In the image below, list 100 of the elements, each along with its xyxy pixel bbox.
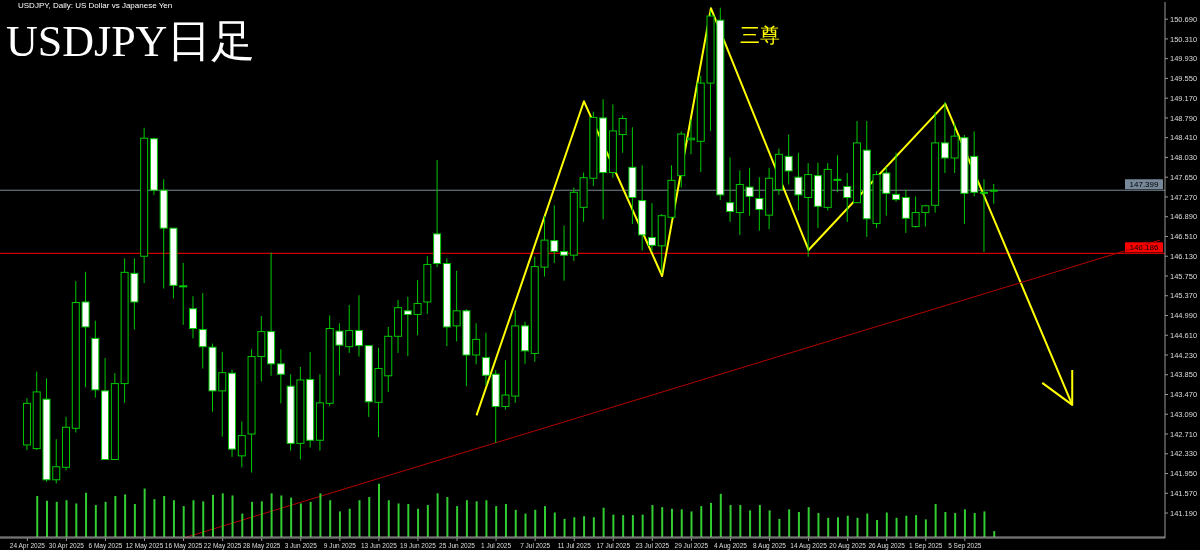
bar xyxy=(827,517,830,537)
bar xyxy=(172,500,175,537)
bar xyxy=(133,503,136,537)
candlestick xyxy=(560,225,569,282)
bar xyxy=(114,495,117,537)
bar xyxy=(876,519,879,537)
bar xyxy=(153,499,156,537)
bar xyxy=(124,494,127,537)
bar xyxy=(553,512,556,537)
bar xyxy=(299,503,302,537)
bar xyxy=(846,515,849,537)
candlestick xyxy=(784,134,793,185)
candlestick xyxy=(979,178,988,253)
bar xyxy=(397,503,400,537)
bar xyxy=(895,517,898,537)
bar xyxy=(573,517,576,537)
bar xyxy=(475,501,478,537)
bar xyxy=(602,507,605,537)
bar xyxy=(583,516,586,537)
bar xyxy=(973,513,976,537)
bar xyxy=(446,497,449,537)
ref-line-label: 146.186 xyxy=(1129,243,1160,253)
bar xyxy=(202,501,205,537)
candlestick xyxy=(198,292,207,370)
bar xyxy=(241,513,244,537)
bar xyxy=(85,492,88,537)
bar xyxy=(768,510,771,537)
bar xyxy=(524,513,527,537)
candlestick xyxy=(940,101,949,174)
candlestick xyxy=(276,348,285,404)
bar xyxy=(670,508,673,537)
bar xyxy=(729,505,732,537)
bar xyxy=(36,495,39,537)
bar xyxy=(104,501,107,537)
bar xyxy=(680,509,683,537)
bar xyxy=(338,511,341,537)
bar xyxy=(622,515,625,537)
bar xyxy=(885,512,888,537)
bar xyxy=(983,511,986,537)
bar xyxy=(631,515,634,537)
bar xyxy=(924,519,927,537)
bar xyxy=(758,505,761,537)
bar xyxy=(866,513,869,537)
bar xyxy=(612,514,615,537)
bar xyxy=(358,500,361,537)
bar xyxy=(456,506,459,537)
annotation: 三尊 xyxy=(740,22,780,49)
bar xyxy=(465,500,468,537)
bar xyxy=(221,493,224,537)
bar xyxy=(348,508,351,537)
bar xyxy=(544,506,547,537)
bar xyxy=(934,503,937,537)
bar xyxy=(280,495,283,537)
chart-title: USDJPY日足 xyxy=(6,16,256,68)
candlestick xyxy=(892,152,901,203)
candlestick xyxy=(237,421,246,468)
bar xyxy=(329,500,332,537)
bar xyxy=(75,503,78,537)
candlestick xyxy=(726,156,735,223)
bar xyxy=(309,501,312,537)
bar xyxy=(407,503,410,537)
bar xyxy=(212,494,214,537)
bar xyxy=(797,511,800,537)
bar xyxy=(807,507,810,537)
bar xyxy=(592,517,595,537)
bar xyxy=(856,517,859,537)
bar xyxy=(436,493,439,537)
bar xyxy=(290,497,293,537)
bar xyxy=(182,506,185,537)
ref-line-label: 147.399 xyxy=(1129,180,1160,190)
bar xyxy=(514,509,517,537)
candlestick xyxy=(989,183,998,205)
bar xyxy=(778,518,781,537)
bar xyxy=(915,515,918,537)
bar xyxy=(378,483,381,537)
bar xyxy=(94,505,97,537)
bar xyxy=(45,500,48,537)
bar xyxy=(485,500,488,537)
bar xyxy=(836,517,839,537)
bar xyxy=(719,493,722,537)
bar xyxy=(55,501,58,537)
bar xyxy=(817,513,820,537)
bar xyxy=(495,506,498,537)
bar xyxy=(651,505,654,537)
bar xyxy=(504,503,507,537)
bar xyxy=(963,509,966,537)
bar xyxy=(563,518,566,537)
bar xyxy=(251,501,254,537)
chart-subtitle: USDJPY, Daily: US Dollar vs Japanese Yen xyxy=(18,1,173,10)
bar xyxy=(641,514,644,537)
bar xyxy=(143,488,146,537)
bar xyxy=(944,511,947,537)
bar xyxy=(65,500,68,537)
candlestick xyxy=(354,294,363,358)
bar xyxy=(954,513,957,537)
bar xyxy=(690,511,693,537)
bar xyxy=(710,502,713,537)
bar xyxy=(231,495,234,537)
bar xyxy=(661,507,664,537)
bar xyxy=(319,493,322,537)
